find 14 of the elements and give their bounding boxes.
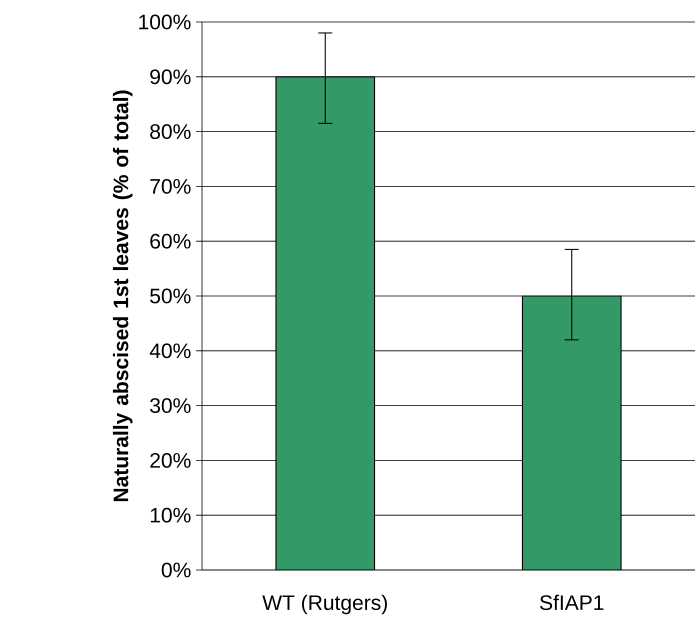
y-tick-label: 30% xyxy=(150,398,191,414)
x-tick-label: WT (Rutgers) xyxy=(262,594,387,614)
y-tick-label: 50% xyxy=(150,288,191,304)
y-tick-label: 60% xyxy=(150,234,191,249)
y-tick-label: 90% xyxy=(150,69,191,84)
y-tick-label: 20% xyxy=(150,452,191,468)
y-tick-label: 80% xyxy=(150,124,191,140)
y-tick-label: 0% xyxy=(162,562,191,578)
y-tick-label: 10% xyxy=(150,508,191,523)
y-tick-label: 100% xyxy=(139,14,191,30)
y-tick-label: 40% xyxy=(150,343,191,358)
x-tick-label: SfIAP1 xyxy=(540,594,604,610)
y-axis-title: Naturally abscised 1st leaves (% of total) xyxy=(112,90,132,502)
y-tick-label: 70% xyxy=(150,178,191,194)
